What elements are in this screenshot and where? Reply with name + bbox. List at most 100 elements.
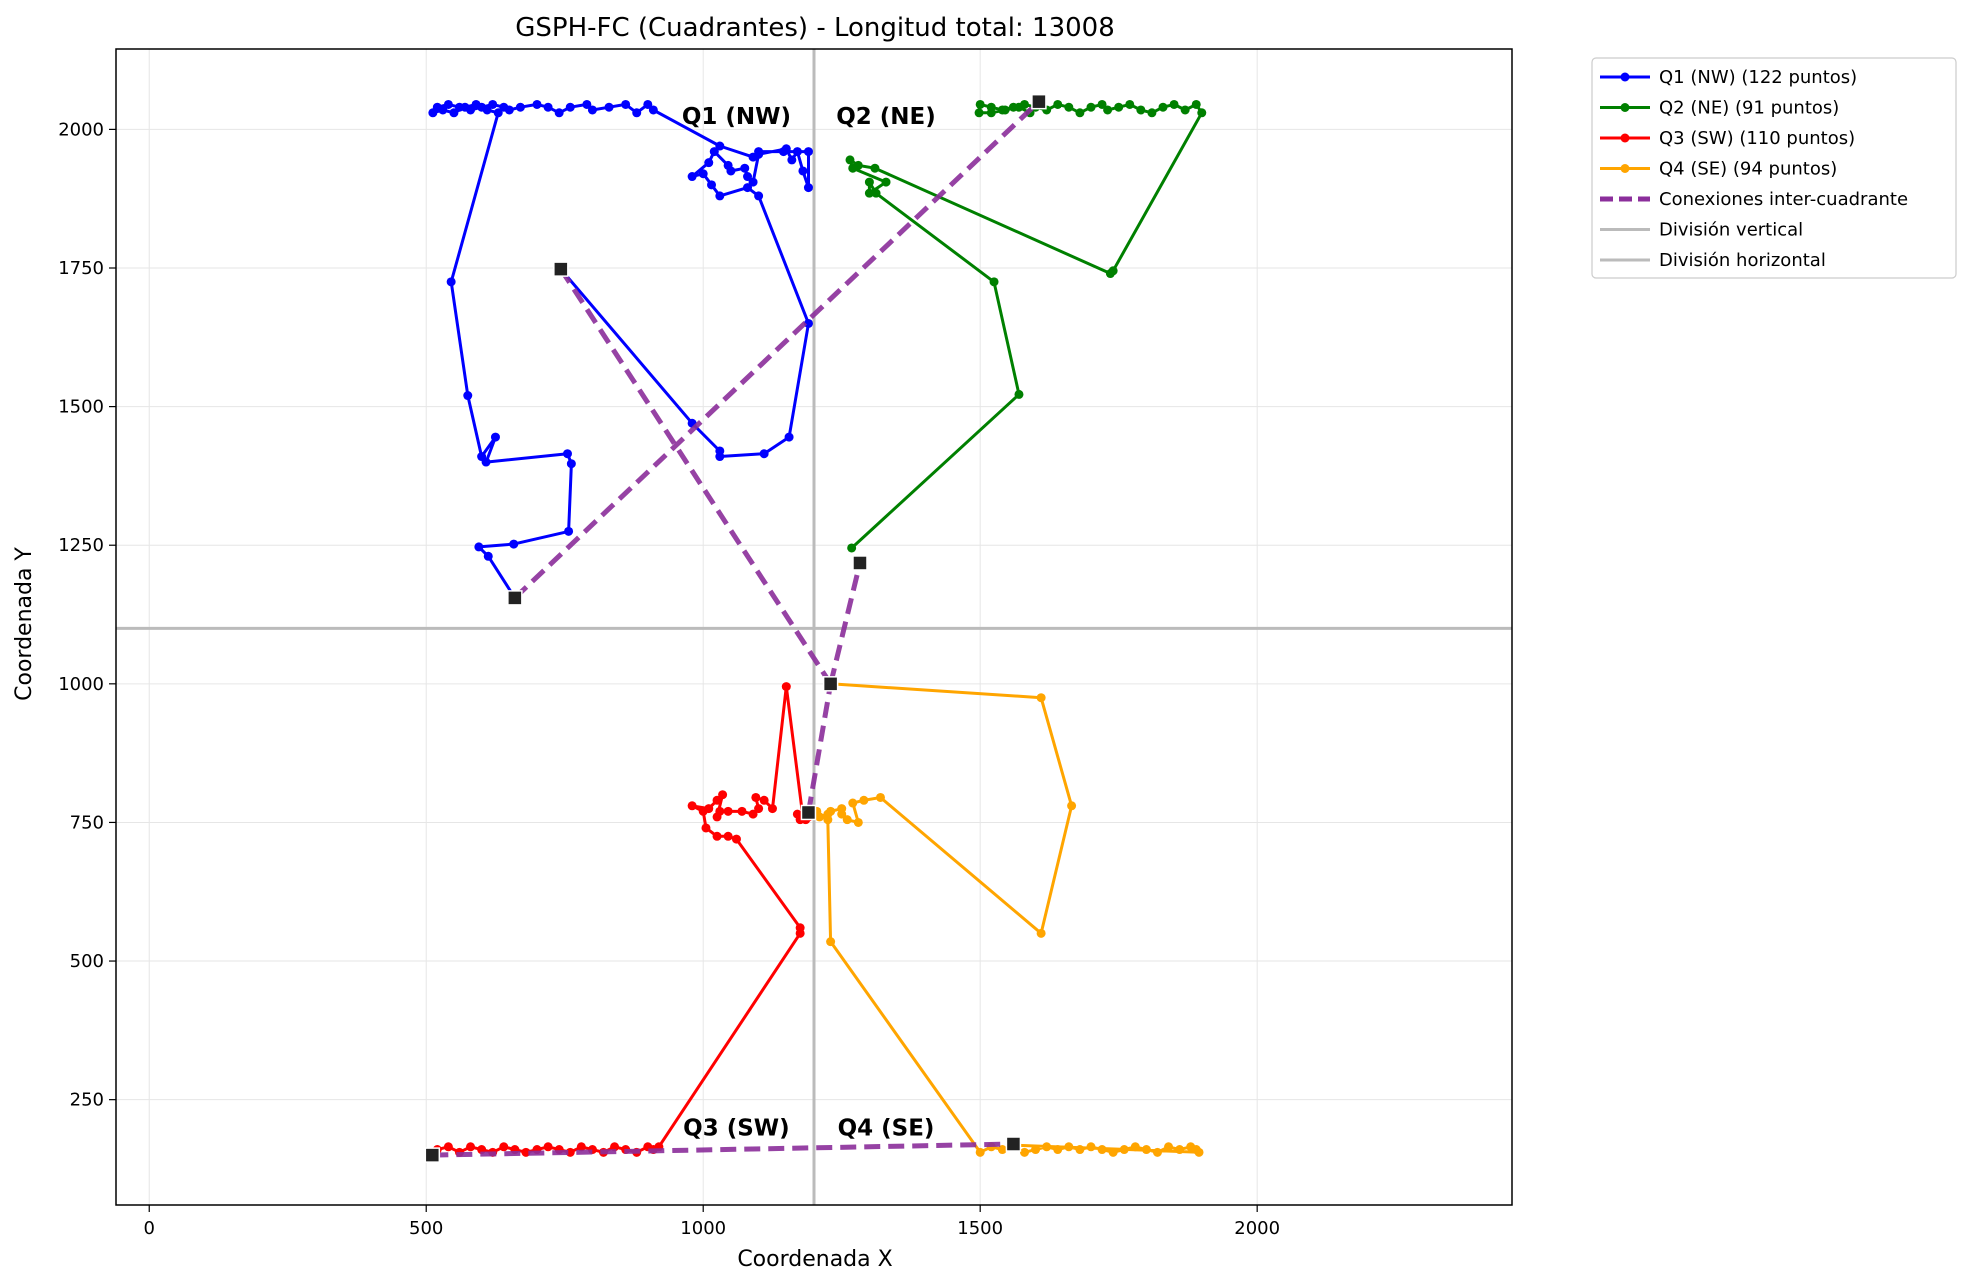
series-q1-point	[566, 459, 576, 469]
series-q2-point	[1125, 99, 1135, 109]
series-q4-point	[823, 815, 833, 825]
series-q1-point	[698, 169, 708, 179]
legend-marker	[1620, 72, 1630, 82]
series-q1-point	[784, 432, 794, 442]
inter-quadrant-connection	[432, 1141, 1014, 1158]
series-q1-point	[803, 147, 813, 157]
series-q2-point	[1108, 266, 1118, 276]
series-q1-point	[632, 108, 642, 118]
series-q3-point	[737, 806, 747, 816]
series-q3-point	[576, 1142, 586, 1152]
y-tick-label: 1250	[58, 535, 104, 556]
series-q4-point	[875, 792, 885, 802]
series-q2-point	[845, 155, 855, 165]
quadrant-label: Q1 (NW)	[682, 104, 791, 130]
series-q3-point	[704, 804, 714, 814]
quadrant-labels: Q1 (NW) Q2 (NE) Q3 (SW) Q4 (SE)	[682, 104, 936, 1142]
series-q3-point	[715, 806, 725, 816]
series-q2-point	[1197, 108, 1207, 118]
y-tick-label: 1500	[58, 397, 104, 418]
endpoint-marker	[424, 1147, 441, 1163]
endpoint-marker	[1031, 93, 1047, 110]
series-q4-point	[1119, 1145, 1129, 1155]
series-q1-point	[499, 102, 509, 112]
series-q2-point	[1086, 102, 1096, 112]
series-q2-point	[853, 160, 863, 170]
series-q4-point	[848, 798, 858, 808]
series-q1-point	[482, 105, 492, 115]
series-q4-point	[975, 1147, 985, 1157]
series-q1-point	[792, 147, 802, 157]
series-q1-point	[798, 166, 808, 176]
quadrant-label: Q2 (NE)	[836, 104, 936, 130]
plot-frame	[115, 48, 1513, 1206]
inter-quadrant-connection	[828, 562, 863, 685]
series-q3-point	[712, 795, 722, 805]
legend-entry: División horizontal	[1659, 250, 1826, 271]
series-q4-point	[1075, 1145, 1085, 1155]
x-tick-label: 500	[409, 1218, 443, 1239]
series-q2-point	[864, 188, 874, 198]
series-q1-point	[715, 452, 725, 462]
inter-quadrant-connection	[513, 99, 1041, 600]
series-q2-point	[1097, 99, 1107, 109]
endpoint-marker	[553, 261, 569, 277]
series-q1-point	[543, 102, 553, 112]
legend-entry: Conexiones inter-cuadrante	[1659, 189, 1908, 210]
series-q3-point	[443, 1142, 453, 1152]
series-q2-point	[1064, 102, 1074, 112]
series-q2-point	[1191, 99, 1201, 109]
series-q1-point	[779, 147, 789, 157]
series-q3-point	[610, 1142, 620, 1152]
inter-quadrant-connection	[805, 683, 834, 813]
series-q1-point	[748, 177, 758, 187]
legend-entry: División vertical	[1659, 220, 1803, 241]
series-q3-point	[521, 1147, 531, 1157]
series-q1-point	[754, 191, 764, 201]
series-q1-point	[687, 172, 697, 182]
series-q3-point	[499, 1142, 509, 1152]
series-q4-point	[1130, 1142, 1140, 1152]
series-q1-point	[743, 183, 753, 193]
series-q3-point	[718, 790, 728, 800]
endpoint-marker	[800, 804, 817, 821]
series-q2-point	[1053, 99, 1063, 109]
series-q1-point	[532, 99, 542, 109]
series-q4-point	[842, 815, 852, 825]
series-q2-point	[1014, 389, 1024, 399]
series-q2-point	[1147, 108, 1157, 118]
series-q3-point	[751, 792, 761, 802]
series-q1-point	[759, 449, 769, 459]
series-q1-point	[604, 102, 614, 112]
legend-marker	[1620, 103, 1630, 112]
series-q4-point	[1020, 1147, 1030, 1157]
series-q3-point	[543, 1142, 553, 1152]
series-q2-point	[1103, 105, 1113, 115]
series-q2-point	[1075, 108, 1085, 118]
series-q4-point	[1194, 1147, 1204, 1157]
series-q4-point	[853, 817, 863, 827]
series-q1-point	[743, 172, 753, 182]
series-q1-point	[460, 102, 470, 112]
series-q2-point	[870, 163, 880, 173]
series-q2-point	[1158, 102, 1168, 112]
series-q1-point	[582, 99, 592, 109]
series-q3-point	[792, 809, 802, 819]
legend-marker	[1620, 164, 1630, 173]
series-q1-point	[643, 99, 653, 109]
series-q3-point	[687, 801, 697, 811]
series-q4-point	[1164, 1142, 1174, 1152]
legend: Q1 (NW) (122 puntos) Q2 (NE) (91 puntos) Q…	[1591, 57, 1957, 279]
series-q1-point	[787, 155, 797, 165]
series-q4-point	[1067, 801, 1077, 811]
y-axis-label: Coordenada Y	[12, 547, 37, 701]
legend-entry: Q2 (NE) (91 puntos)	[1659, 98, 1839, 119]
series-q2-point	[864, 177, 874, 187]
series-q2-point	[1180, 105, 1190, 115]
endpoint-marker	[852, 555, 868, 571]
series-q3-point	[723, 806, 733, 816]
series-q4-point	[997, 1145, 1007, 1155]
series-q2-point	[871, 188, 881, 198]
quadrant-divisions	[116, 49, 1512, 1205]
